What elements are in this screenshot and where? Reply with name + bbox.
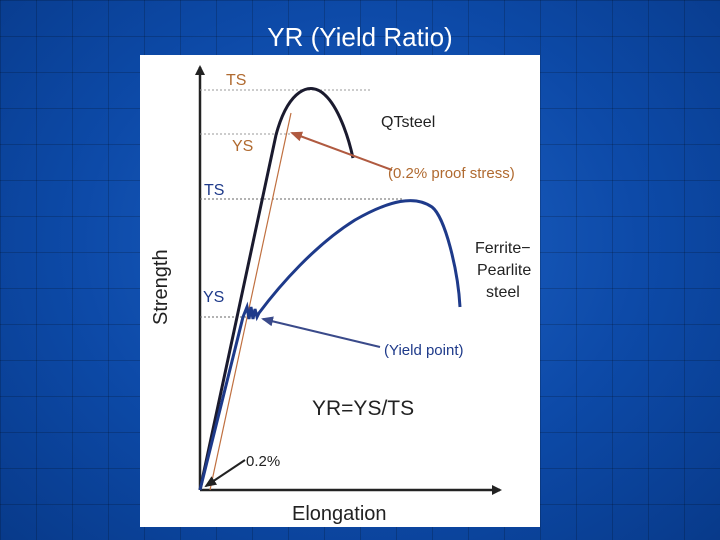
offset-line [209, 112, 292, 491]
fp-steel-label-line2: Pearlite [477, 262, 531, 279]
yield-point-label: (Yield point) [384, 342, 463, 359]
proof-stress-arrow [290, 131, 393, 171]
stress-strain-figure: TS YS TS YS QTsteel (0.2% proof stress) … [140, 55, 540, 527]
fp-ts-label: TS [204, 182, 224, 199]
slide-title: YR (Yield Ratio) [267, 22, 453, 52]
qt-ts-label: TS [226, 72, 246, 89]
qt-ys-label: YS [232, 138, 253, 155]
qt-steel-label: QTsteel [381, 114, 435, 131]
yr-formula: YR=YS/TS [312, 397, 414, 420]
x-axis-label: Elongation [292, 503, 387, 525]
offset-label: 0.2% [246, 453, 280, 470]
ferrite-pearlite-curve [198, 199, 462, 491]
offset-arrow [204, 459, 246, 488]
y-axis-label: Strength [150, 249, 172, 325]
proof-stress-label: (0.2% proof stress) [388, 165, 515, 182]
qt-steel-curve [198, 87, 355, 491]
fp-ys-label: YS [203, 289, 224, 306]
fp-steel-label-line3: steel [486, 284, 520, 301]
stress-strain-diagram: TS YS TS YS QTsteel (0.2% proof stress) … [150, 65, 531, 525]
fp-steel-label-line1: Ferrite− [475, 240, 531, 257]
yield-point-arrow [261, 316, 381, 348]
